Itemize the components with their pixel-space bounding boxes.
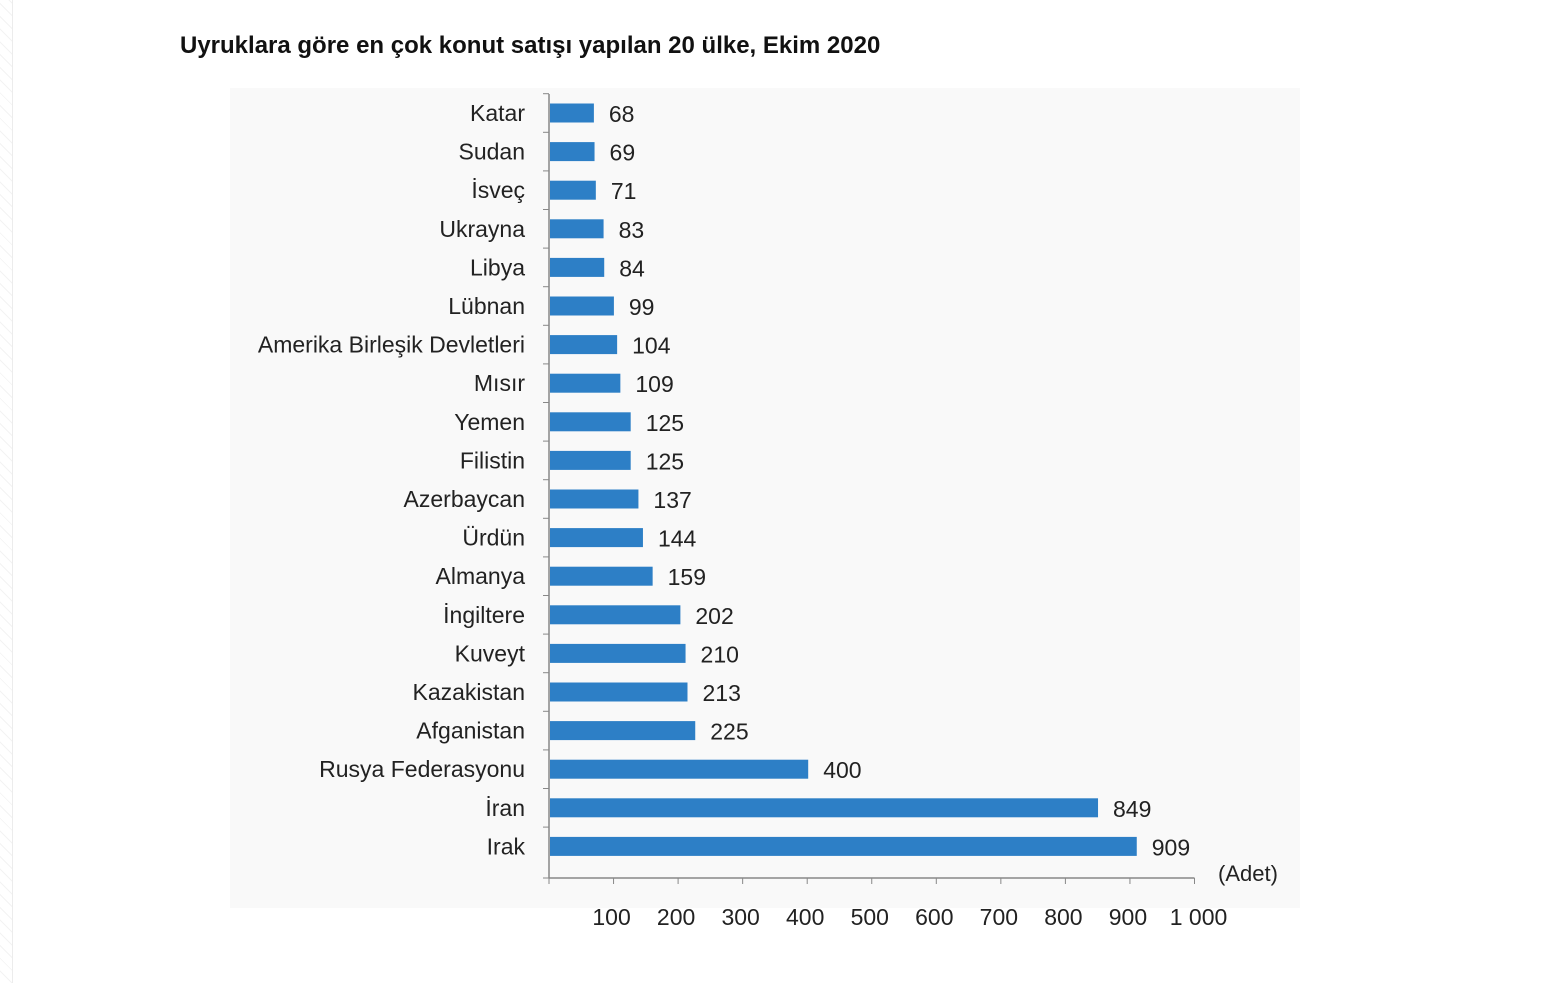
bar [550,412,631,431]
category-label: Kazakistan [412,679,525,705]
bar [550,297,614,316]
value-label: 202 [695,603,733,629]
bar [550,142,595,161]
bar [550,644,686,663]
x-tick-label: 100 [592,904,630,930]
value-label: 125 [646,410,684,436]
value-label: 69 [610,140,636,166]
category-label: Kuveyt [455,640,526,666]
value-label: 144 [658,526,697,552]
x-tick-label: 400 [786,904,824,930]
category-label: Libya [470,254,525,280]
bar [550,721,695,740]
category-label: Amerika Birleşik Devletleri [258,332,525,358]
category-label: Sudan [458,139,525,165]
bar [550,219,604,238]
bar [550,605,680,624]
bar [550,528,643,547]
x-tick-label: 700 [980,904,1018,930]
x-tick-label: 900 [1109,904,1147,930]
bar [550,683,687,702]
value-label: 400 [823,757,861,783]
category-label: İsveç [471,177,525,203]
value-label: 909 [1152,834,1190,860]
category-label: Afganistan [416,718,525,744]
category-label: Almanya [436,563,526,589]
bar [550,760,808,779]
value-label: 109 [635,371,673,397]
bar [550,335,617,354]
value-label: 137 [653,487,691,513]
category-label: Filistin [460,447,525,473]
value-label: 159 [668,564,706,590]
value-label: 99 [629,294,655,320]
bar [550,104,594,123]
bar [550,837,1137,856]
category-label: Azerbaycan [404,486,525,512]
bar-chart: Katar 68 Sudan 69 İsveç 71 Ukrayna 83 Libya 84 Lüb… [0,0,1559,983]
value-label: 213 [702,680,740,706]
x-tick-label: 800 [1044,904,1082,930]
category-label: Ürdün [462,525,525,551]
value-label: 225 [710,719,748,745]
category-label: Yemen [454,409,525,435]
value-label: 210 [701,641,739,667]
value-label: 84 [619,255,645,281]
bar [550,374,620,393]
value-label: 125 [646,448,684,474]
category-label: Ukrayna [439,216,525,242]
bar [550,451,631,470]
x-tick-label: 300 [721,904,759,930]
value-label: 849 [1113,796,1151,822]
bar [550,798,1098,817]
category-label: Rusya Federasyonu [319,756,525,782]
x-tick-label: 500 [851,904,889,930]
category-label: İngiltere [443,602,525,628]
chart-plot-background [230,88,1300,908]
category-label: Irak [487,833,526,859]
value-label: 104 [632,333,671,359]
category-label: Lübnan [448,293,525,319]
category-label: İran [485,795,525,821]
x-tick-label: 600 [915,904,953,930]
category-label: Katar [470,100,525,126]
value-label: 68 [609,101,635,127]
category-label: Mısır [474,370,525,396]
bar [550,258,604,277]
value-label: 71 [611,178,637,204]
x-tick-label: 200 [657,904,695,930]
bar [550,490,638,509]
bar [550,567,653,586]
value-label: 83 [619,217,645,243]
unit-label: (Adet) [1218,861,1278,886]
bar [550,181,596,200]
x-tick-label: 1 000 [1170,904,1228,930]
